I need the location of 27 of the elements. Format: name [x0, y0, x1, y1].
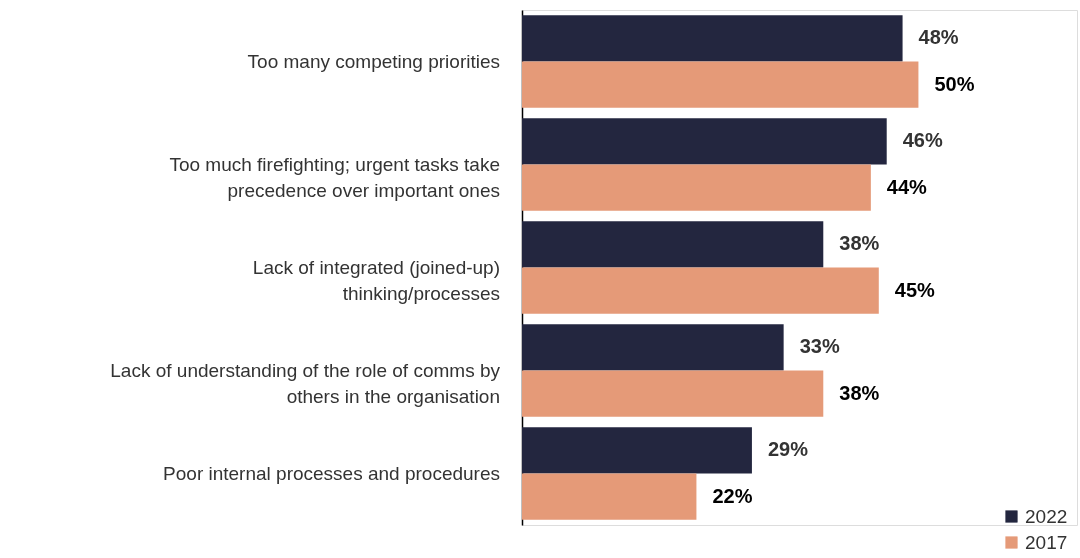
bar [522, 221, 824, 268]
y-tick-label: Too much firefighting; urgent tasks take precedence over important ones [169, 153, 500, 201]
y-tick-label: Too many competing priorities [247, 50, 500, 72]
y-tick-label: Lack of understanding of the role of comms by others in the organisation [110, 359, 501, 407]
bar [522, 118, 887, 165]
data-label: 46% [902, 129, 943, 152]
bar [522, 164, 871, 211]
bar [522, 473, 697, 520]
bar [522, 61, 919, 108]
bar [522, 370, 824, 417]
data-label: 50% [934, 72, 975, 95]
bar [522, 267, 879, 314]
bar [522, 15, 903, 62]
data-label: 38% [839, 381, 880, 404]
data-label: 45% [894, 278, 936, 301]
data-label: 44% [886, 175, 928, 198]
data-label: 22% [712, 484, 753, 507]
y-tick-label: Lack of integrated (joined-up) thinking/processes [252, 256, 500, 304]
y-tick-label: Poor internal processes and procedures [163, 462, 500, 484]
bar [522, 324, 784, 371]
data-label: 48% [918, 26, 959, 49]
legend-label: 2017 [1025, 531, 1068, 553]
bar [522, 427, 752, 474]
data-label: 29% [767, 438, 809, 461]
data-label: 38% [839, 232, 880, 255]
legend-label: 2022 [1025, 505, 1068, 527]
data-label: 33% [799, 335, 840, 358]
